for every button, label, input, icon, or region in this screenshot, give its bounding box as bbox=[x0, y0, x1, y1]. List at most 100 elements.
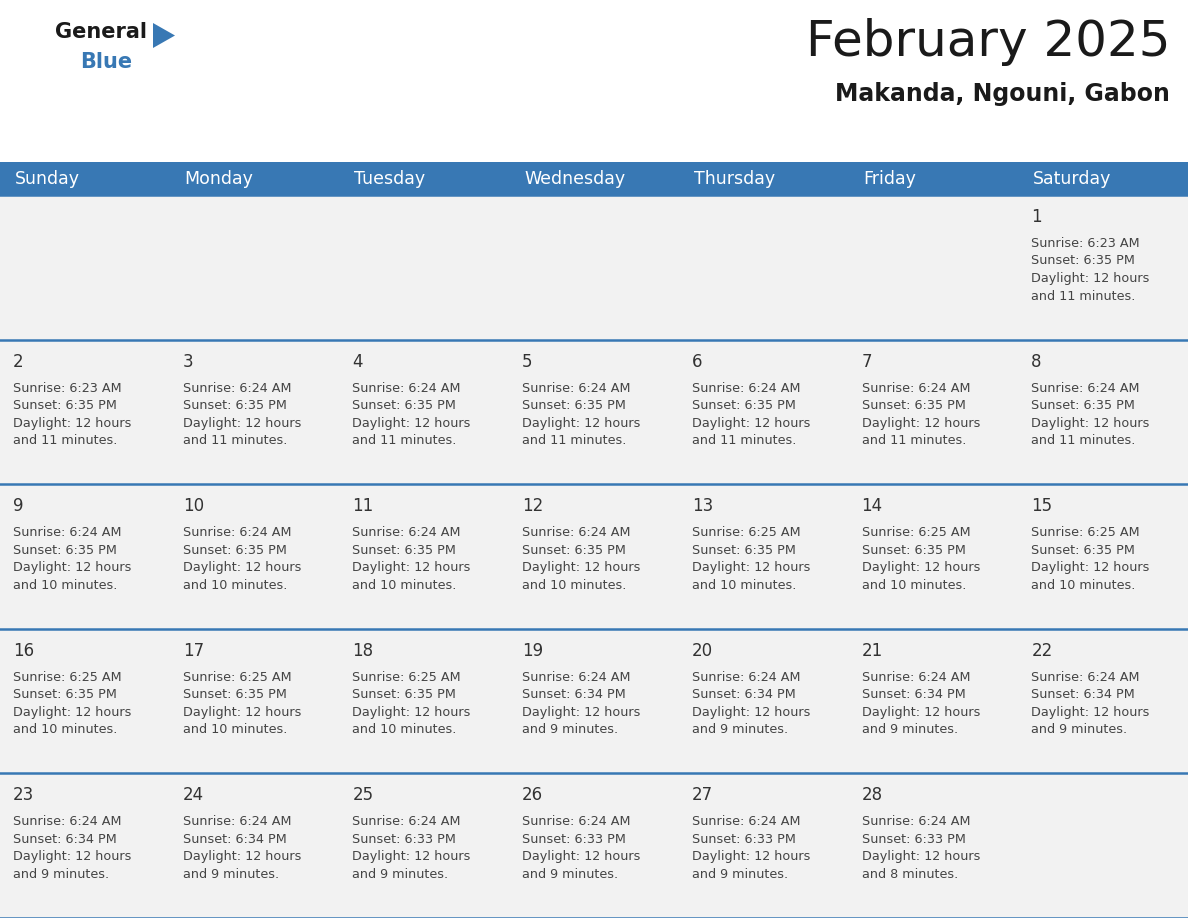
Text: 24: 24 bbox=[183, 787, 204, 804]
Text: Sunrise: 6:24 AM: Sunrise: 6:24 AM bbox=[13, 526, 121, 539]
Text: Sunrise: 6:24 AM: Sunrise: 6:24 AM bbox=[183, 526, 291, 539]
Text: Sunrise: 6:25 AM: Sunrise: 6:25 AM bbox=[691, 526, 801, 539]
Text: Daylight: 12 hours: Daylight: 12 hours bbox=[353, 706, 470, 719]
Text: Sunset: 6:34 PM: Sunset: 6:34 PM bbox=[183, 833, 286, 845]
Text: Daylight: 12 hours: Daylight: 12 hours bbox=[523, 850, 640, 864]
Bar bbox=[0, 340, 170, 484]
Text: Makanda, Ngouni, Gabon: Makanda, Ngouni, Gabon bbox=[835, 82, 1170, 106]
Text: Daylight: 12 hours: Daylight: 12 hours bbox=[691, 561, 810, 574]
Bar bbox=[170, 340, 340, 484]
Text: Daylight: 12 hours: Daylight: 12 hours bbox=[691, 417, 810, 430]
Text: Sunday: Sunday bbox=[15, 170, 80, 187]
Text: and 9 minutes.: and 9 minutes. bbox=[13, 868, 109, 881]
Bar bbox=[0, 773, 170, 918]
Text: Sunset: 6:35 PM: Sunset: 6:35 PM bbox=[523, 543, 626, 556]
Text: and 10 minutes.: and 10 minutes. bbox=[353, 578, 457, 592]
Text: and 10 minutes.: and 10 minutes. bbox=[861, 578, 966, 592]
Text: 28: 28 bbox=[861, 787, 883, 804]
Text: 17: 17 bbox=[183, 642, 204, 660]
Text: Sunset: 6:33 PM: Sunset: 6:33 PM bbox=[353, 833, 456, 845]
Bar bbox=[340, 195, 510, 340]
Text: Daylight: 12 hours: Daylight: 12 hours bbox=[523, 561, 640, 574]
Text: Sunrise: 6:24 AM: Sunrise: 6:24 AM bbox=[1031, 382, 1139, 395]
Bar bbox=[678, 340, 848, 484]
Text: Sunset: 6:34 PM: Sunset: 6:34 PM bbox=[691, 688, 796, 701]
Text: Daylight: 12 hours: Daylight: 12 hours bbox=[861, 706, 980, 719]
Text: Sunrise: 6:24 AM: Sunrise: 6:24 AM bbox=[353, 382, 461, 395]
Text: 14: 14 bbox=[861, 498, 883, 515]
Text: 11: 11 bbox=[353, 498, 374, 515]
Text: and 11 minutes.: and 11 minutes. bbox=[691, 434, 796, 447]
Text: and 10 minutes.: and 10 minutes. bbox=[353, 723, 457, 736]
Text: 4: 4 bbox=[353, 353, 362, 371]
Text: February 2025: February 2025 bbox=[805, 18, 1170, 66]
Text: 5: 5 bbox=[523, 353, 532, 371]
Text: and 9 minutes.: and 9 minutes. bbox=[523, 723, 618, 736]
Text: 9: 9 bbox=[13, 498, 24, 515]
Text: and 9 minutes.: and 9 minutes. bbox=[353, 868, 449, 881]
Text: Daylight: 12 hours: Daylight: 12 hours bbox=[183, 706, 301, 719]
Bar bbox=[510, 773, 678, 918]
Text: Daylight: 12 hours: Daylight: 12 hours bbox=[1031, 272, 1150, 285]
Bar bbox=[848, 340, 1018, 484]
Text: and 10 minutes.: and 10 minutes. bbox=[691, 578, 796, 592]
Text: Sunset: 6:35 PM: Sunset: 6:35 PM bbox=[861, 543, 966, 556]
Bar bbox=[0, 195, 170, 340]
Text: Sunset: 6:35 PM: Sunset: 6:35 PM bbox=[183, 543, 286, 556]
Text: Daylight: 12 hours: Daylight: 12 hours bbox=[13, 706, 132, 719]
Text: 25: 25 bbox=[353, 787, 373, 804]
Text: 8: 8 bbox=[1031, 353, 1042, 371]
Polygon shape bbox=[153, 23, 175, 48]
Text: 6: 6 bbox=[691, 353, 702, 371]
Bar bbox=[1018, 340, 1188, 484]
Text: Sunset: 6:35 PM: Sunset: 6:35 PM bbox=[183, 688, 286, 701]
Bar bbox=[0, 484, 170, 629]
Text: 18: 18 bbox=[353, 642, 373, 660]
Text: Sunrise: 6:24 AM: Sunrise: 6:24 AM bbox=[861, 815, 971, 828]
Bar bbox=[510, 195, 678, 340]
Bar bbox=[848, 195, 1018, 340]
Text: Sunset: 6:35 PM: Sunset: 6:35 PM bbox=[1031, 254, 1136, 267]
Text: Sunset: 6:34 PM: Sunset: 6:34 PM bbox=[523, 688, 626, 701]
Text: 23: 23 bbox=[13, 787, 34, 804]
Text: Sunset: 6:34 PM: Sunset: 6:34 PM bbox=[861, 688, 966, 701]
Bar bbox=[848, 773, 1018, 918]
Text: Daylight: 12 hours: Daylight: 12 hours bbox=[691, 850, 810, 864]
Text: and 10 minutes.: and 10 minutes. bbox=[1031, 578, 1136, 592]
Text: Daylight: 12 hours: Daylight: 12 hours bbox=[861, 561, 980, 574]
Text: 1: 1 bbox=[1031, 208, 1042, 226]
Text: Sunset: 6:35 PM: Sunset: 6:35 PM bbox=[523, 399, 626, 412]
Bar bbox=[1018, 773, 1188, 918]
Text: and 11 minutes.: and 11 minutes. bbox=[13, 434, 118, 447]
Text: and 9 minutes.: and 9 minutes. bbox=[1031, 723, 1127, 736]
Text: and 10 minutes.: and 10 minutes. bbox=[13, 578, 118, 592]
Text: Daylight: 12 hours: Daylight: 12 hours bbox=[183, 417, 301, 430]
Text: Sunrise: 6:23 AM: Sunrise: 6:23 AM bbox=[1031, 237, 1140, 250]
Text: 21: 21 bbox=[861, 642, 883, 660]
Bar bbox=[340, 340, 510, 484]
Text: and 8 minutes.: and 8 minutes. bbox=[861, 868, 958, 881]
Text: 3: 3 bbox=[183, 353, 194, 371]
Text: 2: 2 bbox=[13, 353, 24, 371]
Text: and 11 minutes.: and 11 minutes. bbox=[1031, 289, 1136, 303]
Text: Daylight: 12 hours: Daylight: 12 hours bbox=[523, 417, 640, 430]
Text: Sunrise: 6:24 AM: Sunrise: 6:24 AM bbox=[861, 671, 971, 684]
Text: and 11 minutes.: and 11 minutes. bbox=[861, 434, 966, 447]
Text: General: General bbox=[55, 22, 147, 42]
Text: Daylight: 12 hours: Daylight: 12 hours bbox=[1031, 561, 1150, 574]
Text: and 10 minutes.: and 10 minutes. bbox=[523, 578, 626, 592]
Text: Sunrise: 6:25 AM: Sunrise: 6:25 AM bbox=[353, 671, 461, 684]
Bar bbox=[1018, 195, 1188, 340]
Text: Sunrise: 6:23 AM: Sunrise: 6:23 AM bbox=[13, 382, 121, 395]
Text: Daylight: 12 hours: Daylight: 12 hours bbox=[13, 417, 132, 430]
Text: Sunset: 6:33 PM: Sunset: 6:33 PM bbox=[691, 833, 796, 845]
Text: 26: 26 bbox=[523, 787, 543, 804]
Bar bbox=[1018, 629, 1188, 773]
Bar bbox=[170, 195, 340, 340]
Text: Blue: Blue bbox=[80, 52, 132, 72]
Bar bbox=[510, 629, 678, 773]
Text: Sunrise: 6:24 AM: Sunrise: 6:24 AM bbox=[13, 815, 121, 828]
Text: Sunset: 6:35 PM: Sunset: 6:35 PM bbox=[1031, 399, 1136, 412]
Text: and 11 minutes.: and 11 minutes. bbox=[183, 434, 287, 447]
Text: Sunrise: 6:24 AM: Sunrise: 6:24 AM bbox=[183, 382, 291, 395]
